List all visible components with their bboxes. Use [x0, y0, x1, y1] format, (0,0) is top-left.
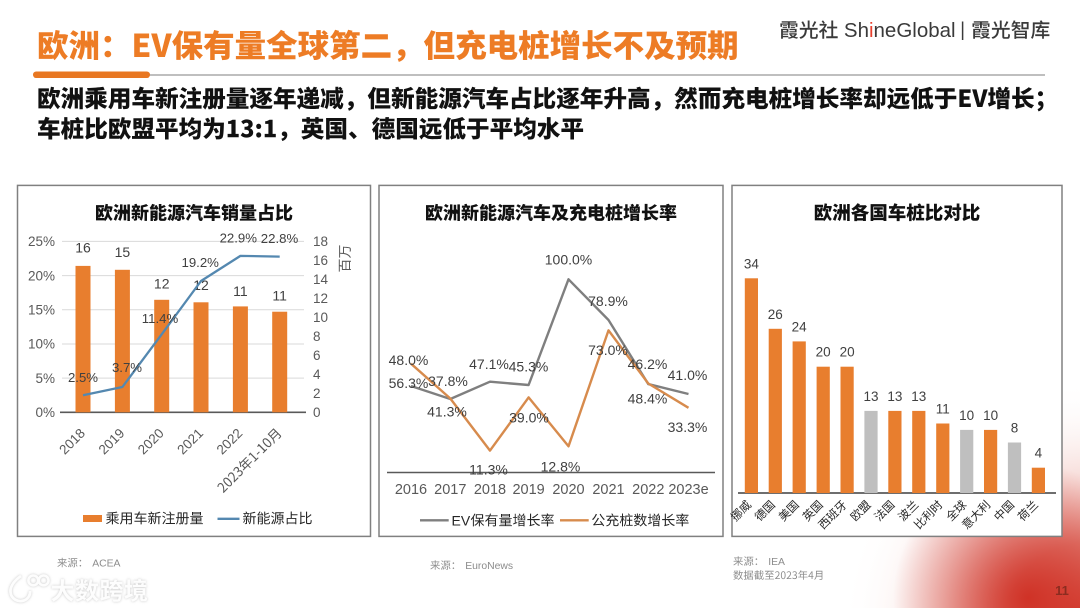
svg-text:13: 13 [911, 389, 926, 404]
svg-text:48.0%: 48.0% [389, 352, 429, 368]
svg-text:10: 10 [983, 408, 998, 423]
svg-text:11: 11 [1055, 583, 1069, 598]
svg-text:20%: 20% [28, 268, 55, 283]
svg-text:20: 20 [840, 345, 855, 360]
svg-text:10: 10 [959, 408, 974, 423]
svg-text:2020: 2020 [552, 482, 584, 498]
svg-text:34: 34 [744, 256, 760, 271]
svg-text:10: 10 [313, 310, 328, 325]
svg-text:2016: 2016 [395, 482, 427, 498]
svg-text:12.8%: 12.8% [541, 459, 581, 475]
svg-text:33.3%: 33.3% [668, 419, 708, 435]
svg-text:22.8%: 22.8% [261, 231, 299, 246]
svg-text:2017: 2017 [434, 482, 466, 498]
svg-text:4: 4 [1035, 446, 1043, 461]
svg-text:19.2%: 19.2% [181, 255, 219, 270]
svg-text:11.4%: 11.4% [142, 311, 179, 326]
svg-text:11: 11 [272, 288, 287, 304]
svg-text:16: 16 [313, 253, 328, 268]
svg-text:11: 11 [233, 283, 248, 299]
svg-text:10%: 10% [28, 337, 55, 352]
svg-text:3.7%: 3.7% [112, 360, 142, 375]
svg-text:20: 20 [816, 345, 831, 360]
svg-text:0%: 0% [35, 405, 55, 420]
svg-text:37.8%: 37.8% [428, 373, 468, 389]
svg-text:2021: 2021 [592, 482, 624, 498]
svg-text:12: 12 [154, 275, 170, 291]
svg-text:73.0%: 73.0% [588, 342, 628, 358]
svg-text:26: 26 [768, 307, 783, 322]
svg-text:EV: EV [452, 512, 471, 528]
svg-text:15%: 15% [28, 303, 55, 318]
svg-text:8: 8 [1011, 421, 1019, 436]
svg-text:6: 6 [313, 348, 321, 363]
svg-text:41.3%: 41.3% [427, 404, 467, 420]
svg-text:24: 24 [792, 319, 808, 334]
svg-text:14: 14 [313, 272, 329, 287]
svg-text:ACEA: ACEA [92, 559, 120, 570]
svg-text:15: 15 [115, 244, 131, 260]
svg-text:11.3%: 11.3% [469, 462, 508, 478]
svg-text:13: 13 [863, 389, 878, 404]
svg-text:47.1%: 47.1% [469, 356, 509, 372]
svg-text:22.9%: 22.9% [220, 230, 258, 245]
svg-text:5%: 5% [35, 371, 55, 386]
svg-text:46.2%: 46.2% [628, 356, 668, 372]
svg-text:18: 18 [313, 234, 328, 249]
svg-text:39.0%: 39.0% [509, 410, 549, 426]
svg-text:25%: 25% [28, 234, 55, 249]
svg-text:4: 4 [313, 367, 321, 382]
svg-text:IEA: IEA [768, 557, 785, 568]
svg-text:8: 8 [313, 329, 321, 344]
svg-text:13: 13 [887, 389, 902, 404]
svg-text:2.5%: 2.5% [68, 370, 98, 385]
svg-text:12: 12 [193, 277, 209, 293]
svg-text:ShineGlobal: ShineGlobal [844, 19, 956, 42]
svg-text:2019: 2019 [512, 482, 544, 498]
svg-text:48.4%: 48.4% [628, 391, 668, 407]
svg-text:45.3%: 45.3% [509, 359, 549, 375]
svg-text:41.0%: 41.0% [668, 367, 708, 383]
svg-text:11: 11 [936, 402, 950, 417]
svg-text:2023e: 2023e [668, 482, 708, 498]
svg-text:56.3%: 56.3% [389, 375, 429, 391]
svg-text:2022: 2022 [632, 482, 664, 498]
svg-text:12: 12 [313, 291, 328, 306]
svg-text:2018: 2018 [474, 482, 506, 498]
svg-text:0: 0 [313, 405, 321, 420]
svg-text:2: 2 [313, 386, 321, 401]
svg-text:16: 16 [75, 240, 91, 256]
svg-text:100.0%: 100.0% [545, 252, 592, 268]
svg-text:EuroNews: EuroNews [465, 561, 513, 572]
svg-text:78.9%: 78.9% [588, 293, 628, 309]
